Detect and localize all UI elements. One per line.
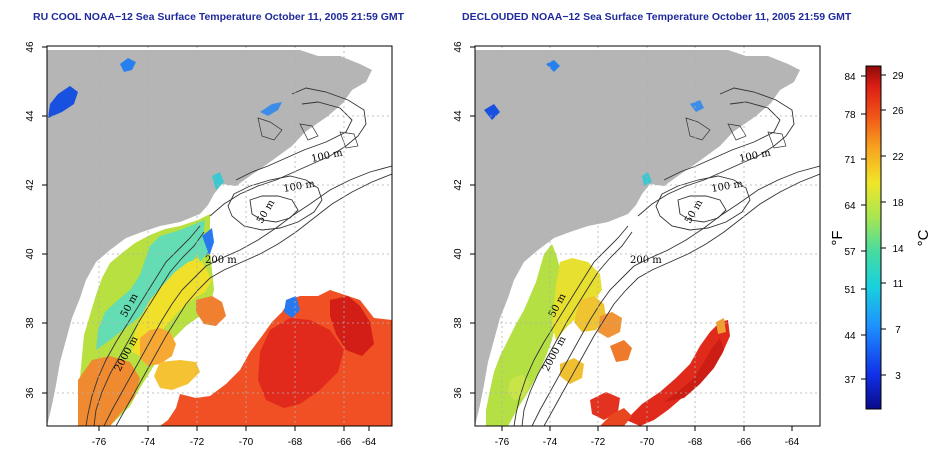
x-tick-label: -68 [688, 437, 703, 448]
y-tick-label: 46 [453, 41, 464, 53]
celsius-tick-label: 18 [892, 198, 904, 209]
celsius-tick-label: 7 [895, 325, 901, 336]
fahrenheit-tick-label: 64 [844, 201, 856, 212]
right-y-ticks [470, 46, 475, 394]
x-tick-label: -66 [737, 437, 752, 448]
fahrenheit-tick-label: 71 [844, 155, 856, 166]
x-tick-label: -70 [239, 437, 254, 448]
left-map-panel: 100 m 100 m 50 m 200 m 50 m 2000 m [25, 41, 393, 448]
x-tick-label: -68 [288, 437, 303, 448]
celsius-unit-label: °C [915, 229, 932, 246]
y-tick-label: 36 [453, 387, 464, 399]
left-x-ticks [98, 426, 370, 431]
fahrenheit-tick-label: 78 [844, 110, 856, 121]
celsius-tick-label: 22 [892, 152, 904, 163]
grid-lines [475, 46, 820, 426]
celsius-tick-label: 26 [892, 106, 904, 117]
celsius-tick-label: 3 [895, 371, 901, 382]
contour-label: 200 m [205, 255, 237, 266]
fahrenheit-tick-label: 84 [844, 72, 856, 83]
sst-field-left [48, 58, 392, 426]
x-tick-label: -64 [785, 437, 800, 448]
colorbar-scale [865, 65, 882, 410]
x-tick-label: -72 [591, 437, 606, 448]
grid-lines [47, 46, 392, 426]
x-tick-label: -72 [190, 437, 205, 448]
left-panel-title: RU COOL NOAA−12 Sea Surface Temperature … [33, 11, 405, 23]
fahrenheit-tick-label: 57 [844, 247, 856, 258]
x-tick-label: -76 [92, 437, 107, 448]
y-tick-label: 42 [25, 179, 36, 191]
y-tick-label: 36 [25, 387, 36, 399]
x-tick-label: -70 [640, 437, 655, 448]
x-tick-label: -74 [141, 437, 156, 448]
colorbar: 84 78 71 64 57 51 44 37 29 26 22 18 14 1… [829, 65, 932, 410]
fahrenheit-tick-label: 51 [844, 285, 856, 296]
left-map-frame [46, 45, 393, 427]
x-tick-label: -76 [495, 437, 510, 448]
y-tick-label: 46 [25, 41, 36, 53]
land-mass [47, 50, 372, 426]
y-tick-label: 44 [453, 110, 464, 122]
right-panel-title: DECLOUDED NOAA−12 Sea Surface Temperatur… [462, 11, 852, 23]
contour-label: 200 m [630, 255, 662, 266]
sst-field-right [484, 60, 730, 426]
land-mass [475, 50, 800, 426]
x-tick-label: -64 [362, 437, 377, 448]
celsius-tick-label: 14 [892, 244, 904, 255]
fahrenheit-tick-label: 44 [844, 331, 856, 342]
y-tick-label: 44 [25, 110, 36, 122]
right-map-panel: 100 m 100 m 50 m 200 m 50 m 2000 m [453, 41, 821, 448]
right-x-ticks [501, 426, 793, 431]
celsius-tick-label: 29 [892, 71, 904, 82]
y-tick-label: 38 [25, 317, 36, 329]
left-y-ticks [42, 46, 47, 394]
y-tick-label: 40 [25, 248, 36, 260]
y-tick-label: 42 [453, 179, 464, 191]
x-tick-label: -74 [543, 437, 558, 448]
y-tick-label: 38 [453, 317, 464, 329]
fahrenheit-tick-label: 37 [844, 375, 856, 386]
celsius-tick-label: 11 [893, 279, 904, 290]
y-tick-label: 40 [453, 248, 464, 260]
x-tick-label: -66 [337, 437, 352, 448]
fahrenheit-unit-label: °F [829, 230, 846, 245]
